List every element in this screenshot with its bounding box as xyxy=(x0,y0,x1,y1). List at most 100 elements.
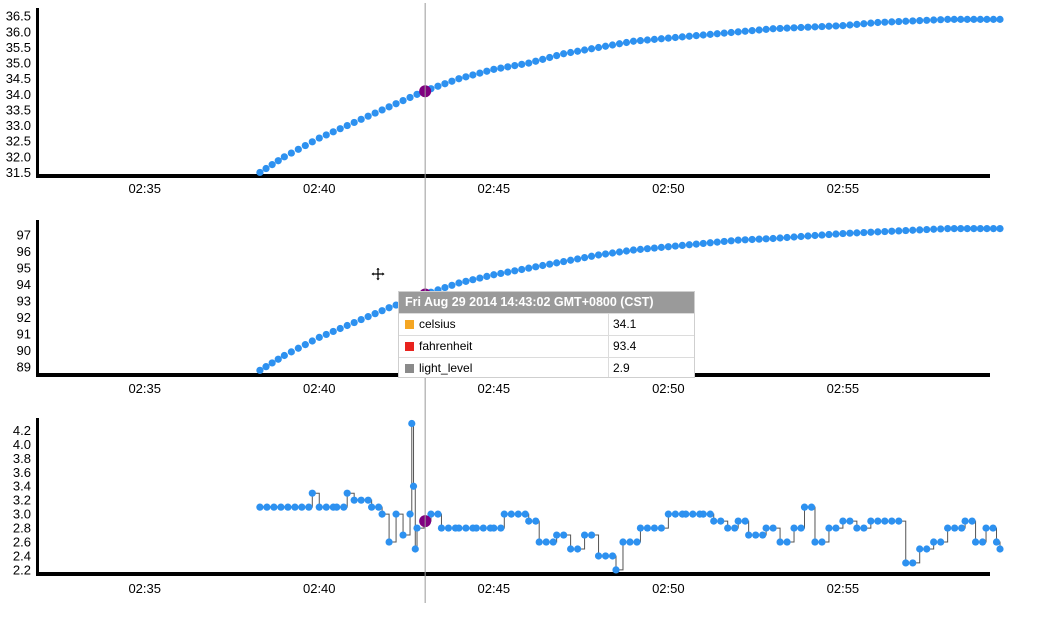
data-point xyxy=(619,538,627,546)
data-point xyxy=(727,237,735,245)
data-point xyxy=(413,90,421,98)
data-point xyxy=(427,510,435,518)
data-point xyxy=(720,29,728,37)
data-point xyxy=(364,112,372,120)
data-point xyxy=(455,524,463,532)
data-point xyxy=(804,232,812,240)
data-point xyxy=(392,510,400,518)
data-point xyxy=(518,265,526,274)
data-point xyxy=(437,524,446,532)
data-point xyxy=(553,259,561,267)
data-point xyxy=(748,27,756,35)
data-point xyxy=(497,524,505,532)
data-point xyxy=(385,538,393,546)
data-point xyxy=(350,118,358,127)
data-point xyxy=(608,249,617,257)
data-point xyxy=(682,510,690,518)
data-point xyxy=(567,48,575,57)
data-point xyxy=(776,234,784,242)
data-point xyxy=(978,538,987,546)
data-point xyxy=(983,224,991,233)
data-point xyxy=(268,161,276,169)
y-tick-label: 91 xyxy=(17,327,31,342)
celsius-swatch xyxy=(405,320,414,329)
data-point xyxy=(560,257,568,266)
data-point xyxy=(636,37,645,45)
data-point xyxy=(937,538,945,546)
data-point xyxy=(881,18,889,26)
data-point xyxy=(629,246,638,254)
data-point xyxy=(748,235,756,244)
y-tick-label: 95 xyxy=(17,261,31,276)
data-point xyxy=(518,60,526,68)
data-point xyxy=(587,45,596,53)
data-point xyxy=(490,65,498,73)
data-point xyxy=(539,261,547,270)
data-point xyxy=(832,230,840,238)
data-point xyxy=(769,234,777,243)
data-point xyxy=(462,524,470,532)
data-point xyxy=(608,552,617,560)
data-point xyxy=(343,321,351,330)
data-point xyxy=(832,524,840,532)
data-point xyxy=(476,274,484,282)
data-point xyxy=(671,242,679,250)
tooltip-row-name: fahrenheit xyxy=(419,339,473,353)
data-point xyxy=(511,62,519,70)
data-point xyxy=(294,344,302,352)
data-point xyxy=(692,240,700,248)
data-point xyxy=(262,363,270,371)
data-point xyxy=(364,313,372,321)
data-point xyxy=(371,109,379,117)
data-point xyxy=(950,15,958,23)
data-point xyxy=(594,43,603,52)
data-point xyxy=(825,230,833,239)
data-point xyxy=(375,503,383,511)
data-point xyxy=(790,524,798,532)
data-point xyxy=(741,236,749,244)
data-point xyxy=(762,25,770,33)
data-point xyxy=(783,24,791,32)
data-point xyxy=(944,224,952,233)
data-point xyxy=(961,517,969,525)
tooltip-row-fahrenheit: fahrenheit 93.4 xyxy=(399,335,694,357)
data-point xyxy=(490,524,498,532)
data-point xyxy=(853,229,861,237)
x-tick-label: 02:50 xyxy=(652,381,685,396)
data-point xyxy=(315,134,323,142)
y-tick-label: 35.0 xyxy=(6,56,31,71)
y-tick-label: 34.0 xyxy=(6,87,31,102)
data-point xyxy=(448,281,456,289)
y-tick-label: 36.0 xyxy=(6,24,31,39)
y-tick-label: 96 xyxy=(17,244,31,259)
data-point xyxy=(322,330,330,339)
data-point xyxy=(657,243,665,251)
data-point xyxy=(867,517,875,525)
data-point xyxy=(608,41,617,49)
data-point xyxy=(895,227,903,235)
data-point xyxy=(280,351,288,360)
data-point xyxy=(902,559,910,567)
data-point xyxy=(441,80,449,88)
data-point xyxy=(256,503,264,511)
data-point xyxy=(636,524,645,532)
data-point xyxy=(350,318,358,327)
data-point xyxy=(546,53,554,62)
data-point xyxy=(580,254,589,262)
y-tick-label: 3.0 xyxy=(13,507,31,522)
data-point xyxy=(408,419,416,428)
data-point xyxy=(982,524,990,532)
data-point xyxy=(462,277,470,285)
move-cursor-icon xyxy=(370,266,386,282)
data-point xyxy=(664,510,672,518)
data-point xyxy=(280,153,288,161)
y-tick-label: 3.4 xyxy=(13,479,31,494)
data-point xyxy=(643,524,652,532)
data-point xyxy=(594,552,603,560)
data-point xyxy=(909,559,917,567)
data-point xyxy=(500,510,508,518)
data-point xyxy=(996,224,1004,233)
data-point xyxy=(574,255,582,263)
data-point xyxy=(507,510,515,518)
data-point xyxy=(406,93,414,102)
